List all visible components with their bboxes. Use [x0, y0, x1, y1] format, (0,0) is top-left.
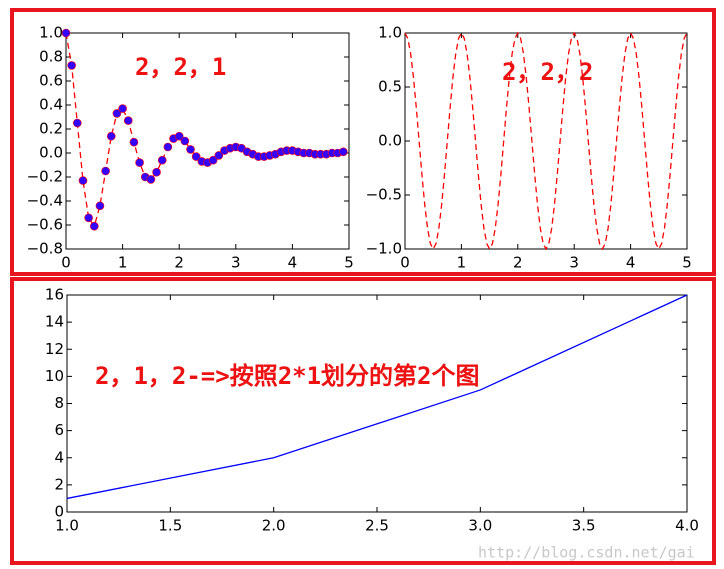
bottom-frame: [10, 277, 716, 565]
data-point: [180, 136, 190, 146]
x-tick-label: 3: [231, 254, 241, 272]
x-tick-label: 5: [344, 254, 354, 272]
y-tick-label: 8: [54, 394, 64, 412]
y-tick-label: 10: [45, 367, 64, 385]
y-tick-label: 1.0: [39, 24, 63, 42]
data-point: [152, 167, 161, 177]
y-tick-label: 0.0: [39, 144, 63, 162]
y-tick-label: 0.4: [39, 96, 63, 114]
x-tick-label: 3.0: [468, 517, 492, 535]
data-point: [208, 155, 218, 165]
data-point: [90, 221, 99, 231]
watermark: http://blog.csdn.net/gai: [478, 544, 695, 562]
x-tick-label: 3: [569, 254, 579, 272]
data-point: [135, 158, 144, 167]
x-tick-label: 2.5: [365, 517, 389, 535]
x-tick-label: 1: [118, 254, 128, 272]
data-point: [84, 213, 93, 223]
y-tick-label: −0.2: [27, 168, 63, 186]
y-tick-label: 12: [45, 340, 64, 358]
x-tick-label: 0: [61, 254, 71, 272]
data-point: [163, 142, 173, 152]
plot-area: [65, 32, 350, 250]
data-point: [67, 61, 76, 70]
series-line: [66, 294, 688, 500]
data-point: [186, 145, 195, 154]
x-tick-label: 3.5: [572, 517, 596, 535]
data-point: [61, 28, 71, 38]
annotation: 2，2，1: [135, 53, 226, 81]
x-tick-label: 2: [513, 254, 523, 272]
data-point: [73, 118, 82, 128]
y-tick-label: −0.5: [366, 186, 402, 204]
top-frame: [10, 8, 716, 276]
y-tick-label: 0.8: [39, 48, 63, 66]
x-tick-label: 0: [400, 254, 410, 272]
data-point: [106, 131, 116, 141]
y-tick-label: −0.8: [27, 240, 63, 258]
data-point: [101, 166, 110, 176]
series-line: [404, 31, 688, 251]
x-tick-label: 4.0: [675, 517, 699, 535]
plot-area: [66, 294, 688, 513]
x-tick-label: 1.0: [55, 517, 79, 535]
y-tick-label: 6: [54, 421, 64, 439]
x-tick-label: 4: [626, 254, 636, 272]
data-point: [129, 137, 139, 147]
y-tick-label: 16: [45, 286, 64, 304]
y-tick-label: 14: [45, 313, 64, 331]
data-point: [339, 147, 348, 157]
data-point: [146, 175, 156, 184]
data-point: [112, 109, 122, 118]
data-point: [157, 155, 167, 165]
y-tick-label: 0.6: [39, 72, 63, 90]
annotation: 2，1，2-=>按照2*1划分的第2个图: [95, 362, 480, 390]
data-point: [174, 131, 184, 141]
x-tick-label: 5: [682, 254, 692, 272]
y-tick-label: 0.5: [378, 78, 402, 96]
y-tick-label: −1.0: [366, 240, 402, 258]
y-tick-label: 0.0: [378, 132, 402, 150]
x-tick-label: 1: [457, 254, 467, 272]
x-tick-label: 2: [174, 254, 184, 272]
y-tick-label: 0: [54, 503, 64, 521]
data-point: [191, 152, 201, 161]
data-point: [78, 176, 88, 185]
y-tick-label: 1.0: [378, 24, 402, 42]
y-tick-label: 2: [54, 475, 64, 493]
data-point: [214, 151, 224, 160]
annotation: 2，2，2: [502, 58, 593, 86]
data-point: [95, 201, 105, 211]
y-tick-label: 4: [54, 448, 64, 466]
y-tick-label: −0.6: [27, 216, 63, 234]
data-point: [118, 104, 127, 113]
y-tick-label: 0.2: [39, 120, 63, 138]
x-tick-label: 1.5: [158, 517, 182, 535]
y-tick-label: −0.4: [27, 192, 63, 210]
x-tick-label: 4: [288, 254, 298, 272]
data-point: [123, 116, 133, 125]
x-tick-label: 2.0: [262, 517, 286, 535]
